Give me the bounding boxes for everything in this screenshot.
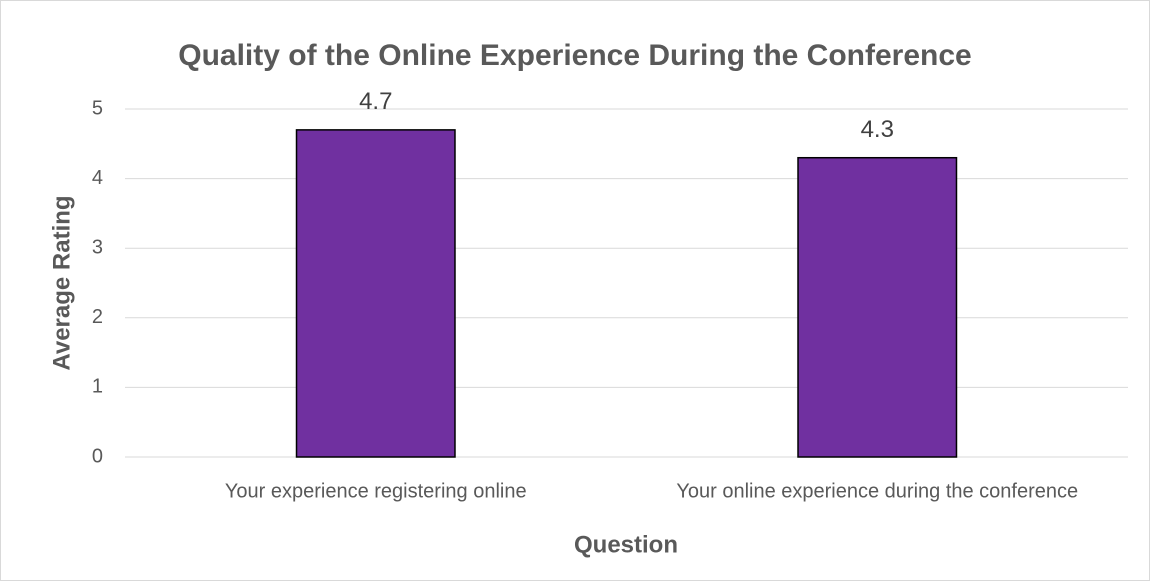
y-tick-label: 1 — [92, 376, 103, 398]
x-tick-label: Your online experience during the confer… — [676, 480, 1078, 502]
y-axis-title: Average Rating — [48, 195, 75, 370]
y-tick-label: 4 — [92, 167, 103, 189]
bar — [295, 129, 456, 458]
chart-title: Quality of the Online Experience During … — [178, 39, 971, 72]
y-tick-label: 3 — [92, 236, 103, 258]
y-tick-label: 2 — [92, 306, 103, 328]
data-label: 4.7 — [359, 88, 392, 115]
x-tick-label: Your experience registering online — [225, 480, 527, 502]
data-label: 4.3 — [861, 116, 894, 143]
bar — [797, 156, 958, 458]
y-tick-label: 0 — [92, 445, 103, 467]
x-axis-title: Question — [574, 531, 678, 558]
y-tick-label: 5 — [92, 97, 103, 119]
